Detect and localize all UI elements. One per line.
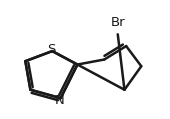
Text: N: N	[55, 94, 65, 107]
Text: S: S	[47, 43, 56, 56]
Text: Br: Br	[110, 16, 125, 29]
